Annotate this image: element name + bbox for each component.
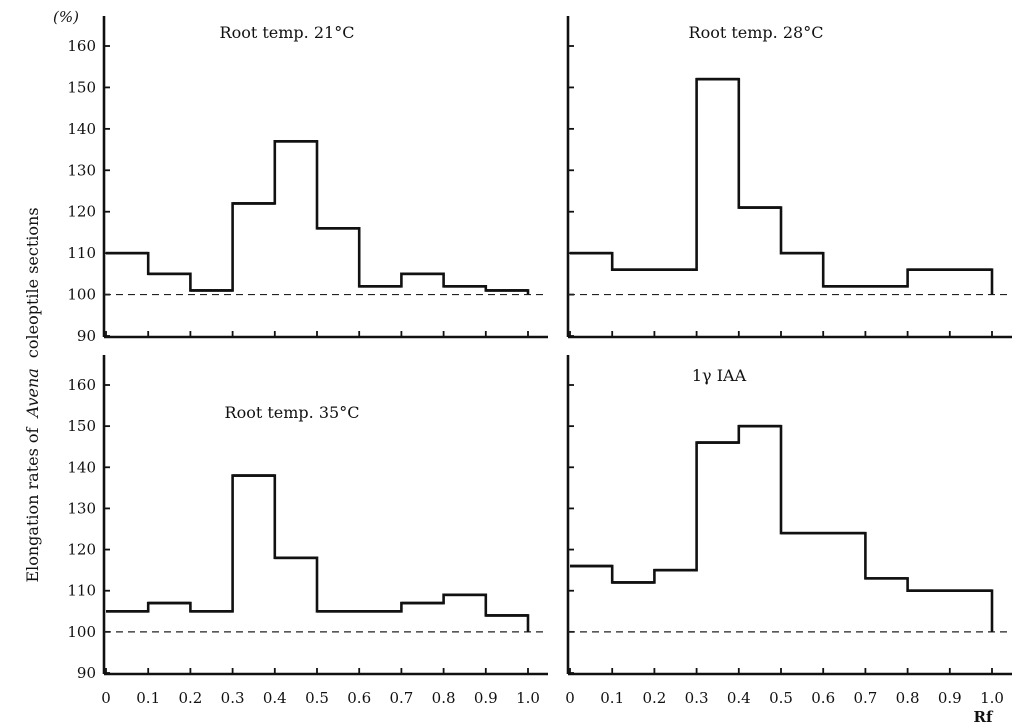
y-tick-label: 150: [67, 78, 96, 96]
y-tick-label: 90: [77, 327, 96, 345]
x-tick-label: 0.4: [263, 689, 287, 707]
y-tick-label: 110: [67, 244, 96, 262]
histogram-outline: [106, 474, 530, 632]
x-tick-label: 0.4: [727, 689, 751, 707]
x-tick-label: 0.9: [474, 689, 498, 707]
y-axis-title-species: Avena: [23, 368, 42, 419]
x-tick-label: 0: [565, 689, 575, 707]
x-tick-label: 0.3: [221, 689, 245, 707]
x-tick-label: 0.2: [642, 689, 666, 707]
y-unit-label: (%): [53, 8, 79, 26]
y-axis-title-prefix: Elongation rates of: [23, 426, 42, 582]
panel-title: Root temp. 28°C: [689, 23, 824, 42]
y-tick-label: 120: [67, 541, 96, 559]
y-tick-label: 160: [67, 37, 96, 55]
x-tick-label: 0.8: [432, 689, 456, 707]
panel-root-temp-28: Root temp. 28°C: [566, 16, 1012, 339]
y-tick-label: 100: [67, 623, 96, 641]
x-tick-label: 0.8: [896, 689, 920, 707]
panel-title: 1γ IAA: [692, 366, 747, 385]
x-tick-label: 1.0: [516, 689, 540, 707]
y-axis-title: Elongation rates of Avena coleoptile sec…: [23, 207, 42, 582]
y-tick-label: 160: [67, 376, 96, 394]
y-tick-label: 100: [67, 286, 96, 304]
y-tick-label: 140: [67, 458, 96, 476]
y-tick-label: 140: [67, 120, 96, 138]
y-axis-title-suffix: coleoptile sections: [23, 207, 42, 358]
x-tick-label: 1.0: [980, 689, 1004, 707]
x-tick-label: 0.3: [685, 689, 709, 707]
x-tick-label: 0.6: [347, 689, 371, 707]
y-tick-label: 150: [67, 417, 96, 435]
x-axis-title: Rf: [974, 708, 994, 725]
x-tick-label: 0.7: [389, 689, 413, 707]
y-tick-label: 130: [67, 161, 96, 179]
y-tick-label: 90: [77, 664, 96, 682]
y-tick-label: 120: [67, 203, 96, 221]
panel-iaa: 0 0.1 0.2 0.3 0.4 0.5 0.6 0.7 0.8 0.9 1.0 1γ IAA: [565, 355, 1012, 707]
panel-root-temp-35: 90 100 110 120 130 140 150 160 0 0.1 0.2 0.3 0.4 0.5 0…: [67, 355, 548, 707]
panel-root-temp-21: 90 100 110 120 130 140 150 160 Root temp. 21°C: [67, 16, 548, 345]
x-tick-label: 0.2: [178, 689, 202, 707]
x-tick-label: 0.1: [136, 689, 160, 707]
histogram-outline: [106, 139, 530, 295]
x-tick-label: 0.5: [769, 689, 793, 707]
x-tick-label: 0.7: [853, 689, 877, 707]
y-tick-label: 110: [67, 582, 96, 600]
x-tick-label: 0.6: [811, 689, 835, 707]
panel-title: Root temp. 35°C: [225, 403, 360, 422]
histogram-outline: [570, 77, 994, 295]
x-tick-label: 0.9: [938, 689, 962, 707]
x-tick-label: 0.5: [305, 689, 329, 707]
x-tick-label: 0: [101, 689, 111, 707]
panel-title: Root temp. 21°C: [220, 23, 355, 42]
histogram-outline: [570, 424, 994, 632]
x-tick-label: 0.1: [600, 689, 624, 707]
y-tick-label: 130: [67, 499, 96, 517]
